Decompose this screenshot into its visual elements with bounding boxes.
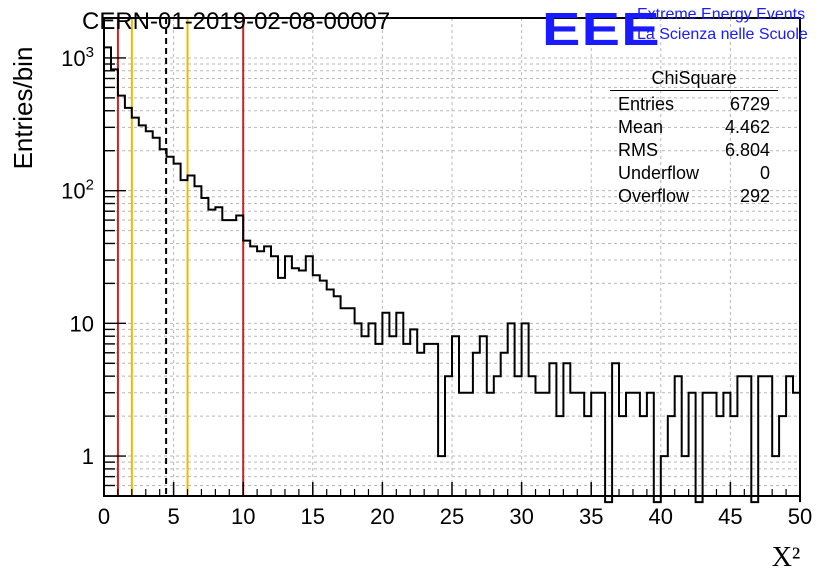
x-tick-label: 10 (231, 504, 255, 529)
logo-line-2: La Scienza nelle Scuole (637, 26, 808, 43)
stats-row-rms: RMS 6.804 (610, 139, 778, 162)
x-tick-label: 20 (370, 504, 394, 529)
run-title: CERN-01-2019-02-08-00007 (82, 8, 391, 35)
axis-tick-labels: 0 5 10 15 20 25 30 35 40 45 50 1 10 102 103 (61, 44, 812, 529)
logo-line-1: Extreme Energy Events (637, 6, 806, 23)
x-axis-label: X² (772, 542, 801, 572)
x-tick-label: 45 (718, 504, 742, 529)
x-tick-label: 30 (509, 504, 533, 529)
x-tick-label: 50 (788, 504, 812, 529)
stats-label: Underflow (618, 163, 700, 183)
x-tick-label: 25 (440, 504, 464, 529)
x-tick-label: 35 (579, 504, 603, 529)
x-tick-label: 15 (301, 504, 325, 529)
stats-value: 6.804 (724, 140, 770, 160)
x-tick-label: 40 (649, 504, 673, 529)
stats-row-overflow: Overflow 292 (610, 185, 778, 208)
y-tick-label: 1 (82, 444, 94, 469)
x-tick-label: 0 (98, 504, 110, 529)
y-tick-label: 102 (61, 177, 94, 204)
y-axis-label: Entries/bin (8, 47, 38, 170)
axis-ticks (103, 17, 801, 497)
stats-row-entries: Entries 6729 (610, 93, 778, 116)
stats-label: Mean (618, 117, 664, 137)
reference-lines (116, 18, 245, 496)
stats-label: Overflow (618, 186, 690, 206)
stats-value: 6729 (729, 94, 770, 114)
stats-value: 0 (759, 163, 770, 183)
stats-row-underflow: Underflow 0 (610, 162, 778, 185)
histogram-series (104, 46, 801, 504)
stats-box-title: ChiSquare (610, 68, 778, 91)
x-tick-label: 5 (167, 504, 179, 529)
stats-row-mean: Mean 4.462 (610, 116, 778, 139)
stats-value: 4.462 (724, 117, 770, 137)
stats-label: RMS (618, 140, 658, 160)
stats-label: Entries (618, 94, 675, 114)
eee-logo: EEE (542, 3, 661, 55)
stats-box: ChiSquare Entries 6729 Mean 4.462 RMS 6.… (610, 68, 778, 208)
y-tick-label: 10 (70, 311, 94, 336)
stats-value: 292 (739, 186, 770, 206)
y-tick-label: 103 (61, 44, 94, 71)
